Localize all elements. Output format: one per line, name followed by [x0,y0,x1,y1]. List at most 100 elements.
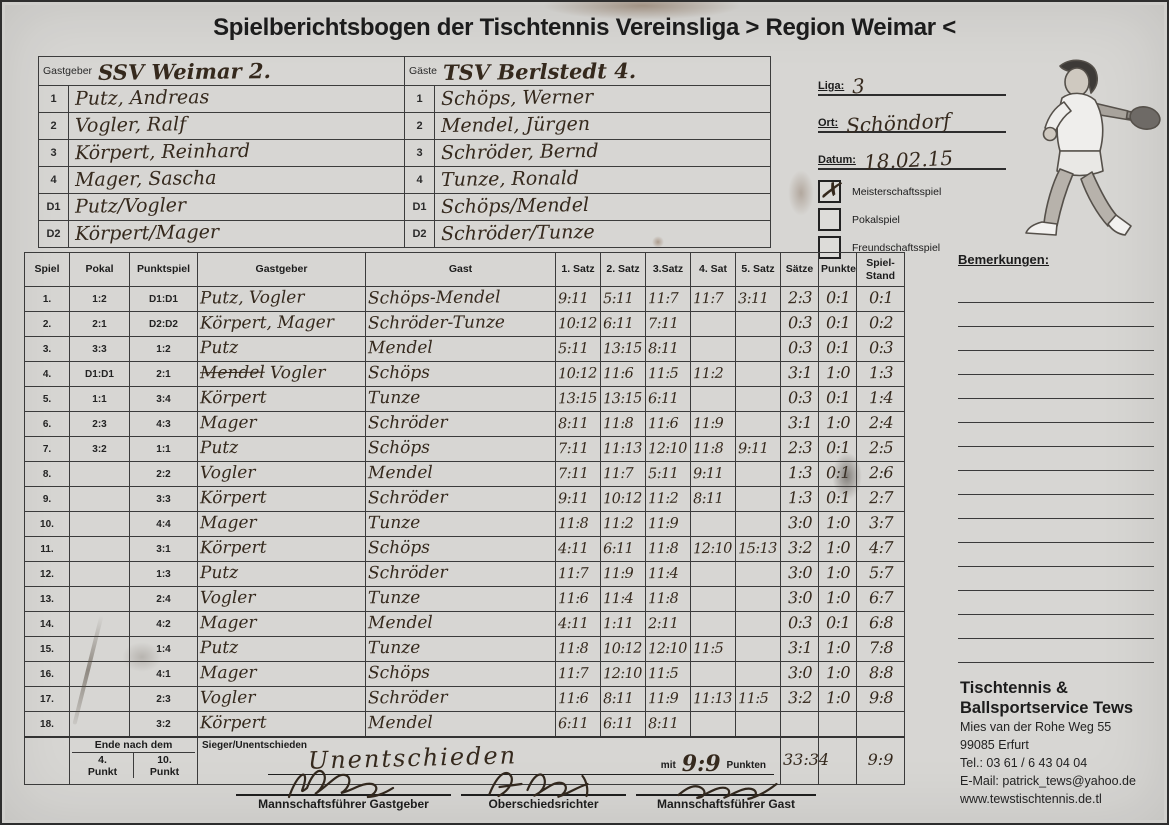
spiel-number-cell: 11. [24,536,70,562]
punkte-cell: 1:0 [818,586,857,612]
column-header: 4. Sat [690,252,736,287]
satz4-cell [690,711,736,738]
spielstand-cell: 0:3 [856,336,905,362]
datum-value: 18.02.15 [863,145,954,175]
satz3-cell: 6:11 [645,386,691,412]
satz5-cell [735,386,781,412]
spielstand-total-cell: 9:9 [856,736,905,785]
home-team-name: SSV Weimar 2. [97,57,271,85]
guest-team-name: TSV Berlstedt 4. [442,57,637,85]
guest-player-name: Schöps/Mendel [440,193,590,219]
guest-player-number: D2 [404,220,435,248]
player-hair [1059,59,1098,94]
home-player-name-cell: Vogler, Ralf [68,112,405,140]
column-header: 5. Satz [735,252,781,287]
ort-field: Ort: Schöndorf [818,105,1006,138]
satz1-cell: 6:11 [555,711,601,738]
pokal-cell: 2:1 [69,311,130,337]
spiel-number-cell: 18. [24,711,70,738]
gastgeber-cell: Körpert [197,711,366,738]
guest-player-name-cell: Tunze, Ronald [433,166,772,194]
home-player-name-cell: Körpert/Mager [68,220,405,248]
gastgeber-name: Körpert [199,387,267,409]
satz4-cell [690,586,736,612]
gast-cell: Schröder-Tunze [365,311,556,337]
gast-name: Schöps [367,437,431,459]
saetze-cell: 3:1 [780,361,819,387]
gastgeber-name: Putz [199,437,239,459]
satz4-cell: 11:13 [690,686,736,712]
satz5-cell: 15:13 [735,536,781,562]
match-results-table: Spiel Pokal Punktspiel Gastgeber Gast 1. Satz… [24,252,905,785]
pokal-cell [69,711,130,738]
punkte-result: 9:9 [681,751,721,777]
guest-player-number: 1 [404,85,435,113]
punktspiel-cell: 1:3 [129,561,198,587]
guest-player-name-cell: Mendel, Jürgen [433,112,772,140]
gastgeber-name: Mager [199,512,257,534]
remarks-line [958,639,1154,663]
pokal-cell [69,486,130,512]
sieger-rule-line [268,774,774,775]
home-player-name-cell: Putz, Andreas [68,85,405,113]
satz5-cell [735,586,781,612]
gast-cell: Mendel [365,461,556,487]
saetze-cell: 0:3 [780,611,819,637]
satz4-cell [690,561,736,587]
remarks-line [958,543,1154,567]
spielstand-cell: 9:8 [856,686,905,712]
player-front-leg [1043,168,1074,227]
punktspiel-cell: 1:4 [129,636,198,662]
gast-cell: Schöps [365,361,556,387]
satz3-cell: 11:5 [645,361,691,387]
liga-value: 3 [851,73,866,99]
gast-name: Schröder [367,487,448,509]
match-type-row: ✗ Meisterschaftsspiel [818,176,1006,206]
gast-name: Schröder [367,562,448,584]
remarks-line [958,375,1154,399]
vendor-city: 99085 Erfurt [960,738,1029,752]
home-player-number: 3 [38,139,69,167]
satz3-cell: 11:2 [645,486,691,512]
gastgeber-name: Putz [199,562,239,584]
liga-field: Liga: 3 [818,68,1006,99]
satz1-cell: 4:11 [555,611,601,637]
satz3-cell: 8:11 [645,711,691,738]
home-player-number: D2 [38,220,69,248]
roster-row: D2 Körpert/Mager D2 Schröder/Tunze [38,220,772,248]
satz2-cell: 5:11 [600,286,646,312]
gast-name: Tunze [367,587,421,609]
signature-line [236,752,451,796]
column-header: Sätze [780,252,819,287]
match-row: 12. 1:3 Putz Schröder 11:7 11:9 11:4 3:0… [24,561,905,587]
roster-row: 1 Putz, Andreas 1 Schöps, Werner [38,85,772,113]
match-type-label: Freundschaftsspiel [852,241,941,254]
guest-player-number: 4 [404,166,435,194]
gastgeber-cell: Mager [197,661,366,687]
remarks-lines [958,279,1154,663]
satz3-cell: 11:6 [645,411,691,437]
match-row: 4. D1:D1 2:1 Mendel Vogler Schöps 10:12 1… [24,361,905,387]
spiel-number-cell: 6. [24,411,70,437]
saetze-cell: 2:3 [780,286,819,312]
column-header: 3.Satz [645,252,691,287]
gast-cell: Tunze [365,586,556,612]
sieger-label: Sieger/Unentschieden [202,740,308,751]
column-header: Spiel- Stand [856,252,905,287]
vendor-phone: Tel.: 03 61 / 6 43 04 04 [960,756,1088,770]
remarks-line [958,399,1154,423]
satz4-cell: 11:9 [690,411,736,437]
punkte-cell: 1:0 [818,361,857,387]
home-player-number: D1 [38,193,69,221]
punktspiel-cell: D2:D2 [129,311,198,337]
gastgeber-cell: Mager [197,411,366,437]
match-row: 3. 3:3 1:2 Putz Mendel 5:11 13:15 8:11 0… [24,336,905,362]
gastgeber-name: Vogler [199,587,256,609]
spielstand-cell: 1:3 [856,361,905,387]
gast-name: Schöps [367,662,431,684]
satz1-cell: 11:8 [555,636,601,662]
saetze-cell: 3:2 [780,536,819,562]
saetze-cell: 3:0 [780,661,819,687]
spielstand-cell: 1:4 [856,386,905,412]
page-title: Spielberichtsbogen der Tischtennis Verei… [213,14,956,41]
